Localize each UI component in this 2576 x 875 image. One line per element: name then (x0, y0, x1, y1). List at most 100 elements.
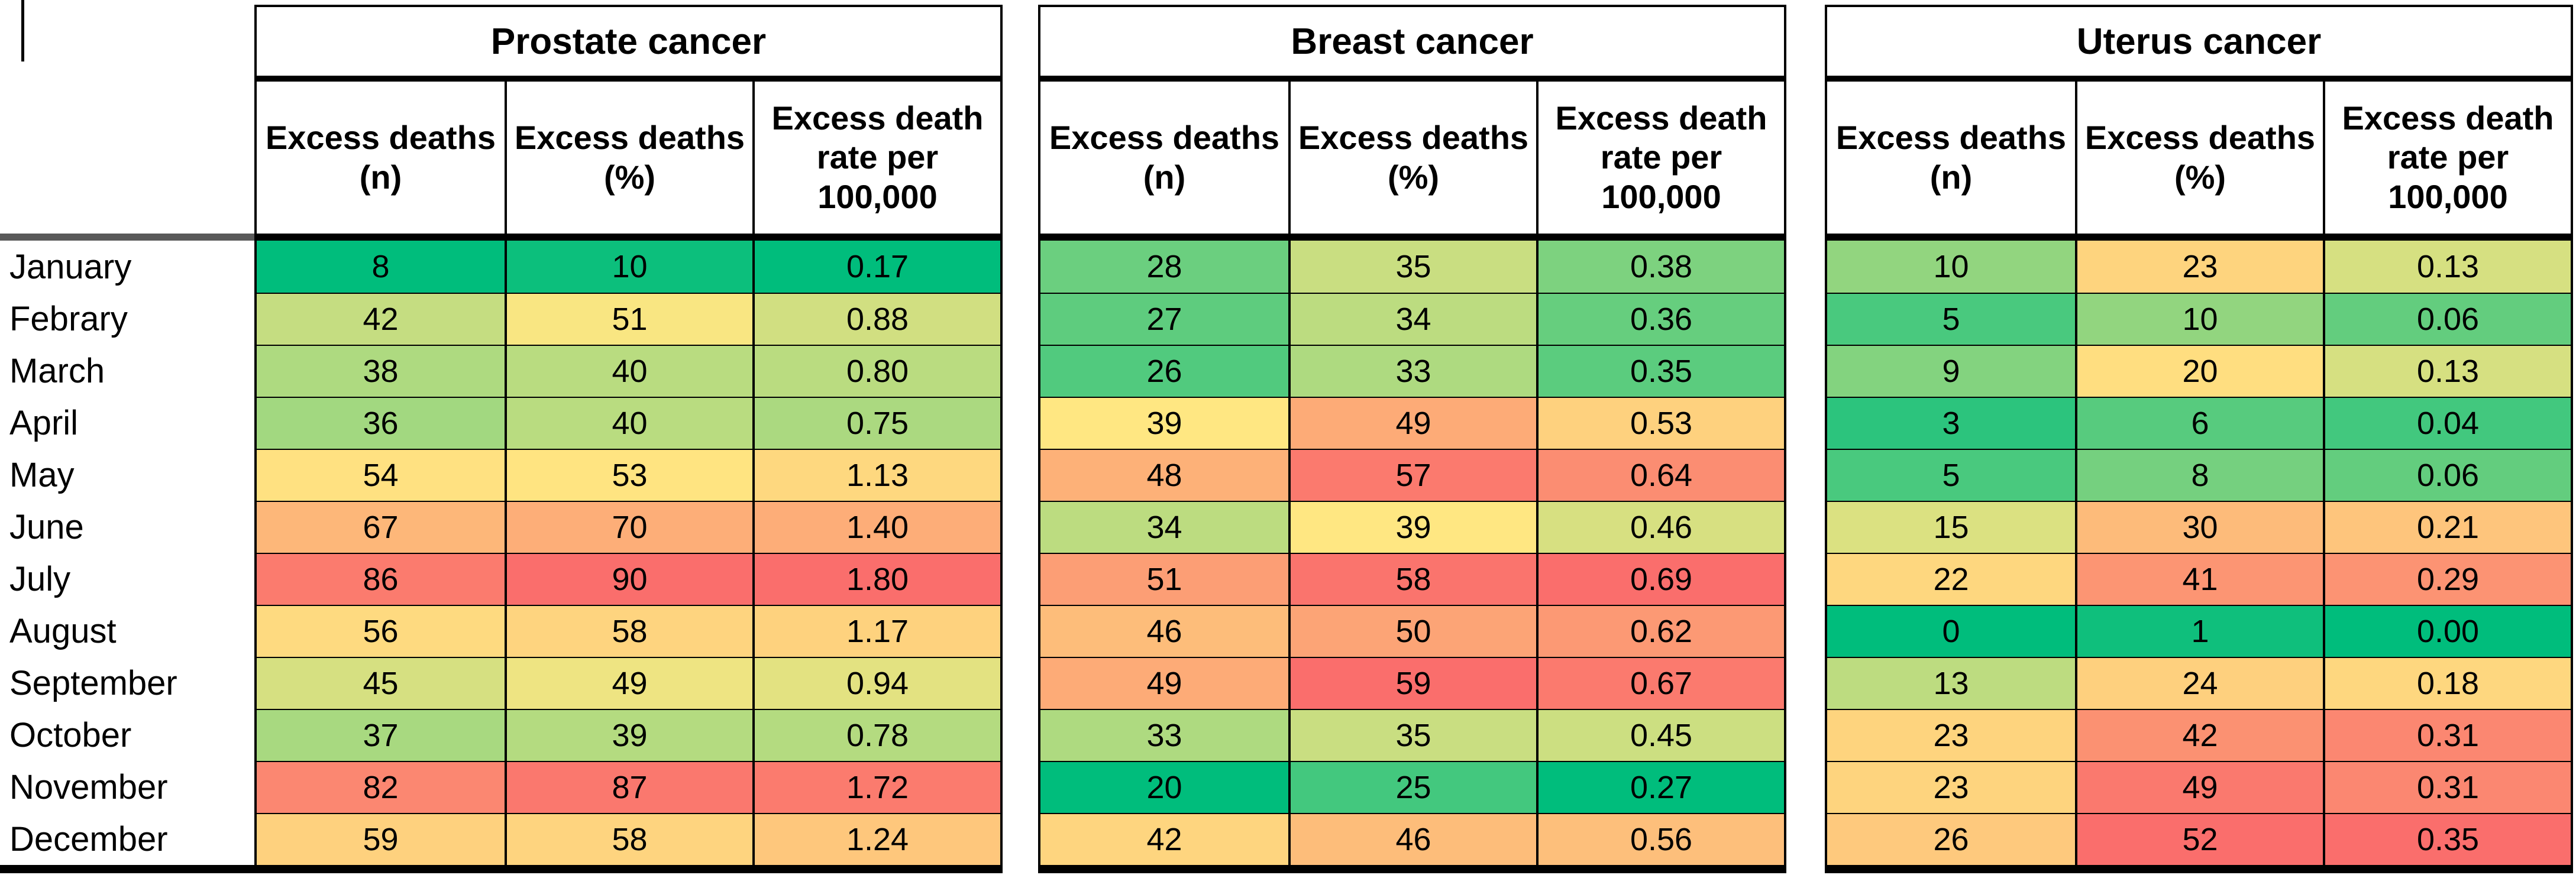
col-header-prostate-excess-deaths-pct: Excess deaths (%) (505, 82, 752, 234)
cell-prostate-cancer-april-rate: 0.75 (752, 398, 1000, 449)
cell-uterus-cancer-january-n: 10 (1827, 241, 2075, 293)
table-row: 86 90 1.80 (257, 553, 1000, 605)
table-row: 51 58 0.69 (1040, 553, 1784, 605)
prostate-data-rows: 8 10 0.17 42 51 0.88 38 40 0.80 36 40 0.75 54 53 1.13 6… (257, 241, 1000, 865)
cell-breast-cancer-august-pct: 50 (1288, 606, 1536, 657)
table-row: 48 57 0.64 (1040, 449, 1784, 501)
cell-breast-cancer-october-pct: 35 (1288, 710, 1536, 761)
cell-breast-cancer-march-rate: 0.35 (1536, 346, 1784, 397)
table-row: 56 58 1.17 (257, 605, 1000, 657)
cell-uterus-cancer-april-rate: 0.04 (2323, 398, 2571, 449)
table-row: 49 59 0.67 (1040, 657, 1784, 709)
table-row: 38 40 0.80 (257, 345, 1000, 397)
prostate-cancer-table: Prostate cancer Excess deaths (n) Excess… (254, 5, 1003, 873)
cell-prostate-cancer-febrary-n: 42 (257, 294, 505, 345)
table-row: 8 10 0.17 (257, 241, 1000, 293)
cell-breast-cancer-october-rate: 0.45 (1536, 710, 1784, 761)
month-label-december: December (9, 819, 168, 858)
table-row: 20 25 0.27 (1040, 761, 1784, 813)
cell-breast-cancer-september-pct: 59 (1288, 658, 1536, 709)
cell-breast-cancer-september-n: 49 (1040, 658, 1288, 709)
table-row: 10 23 0.13 (1827, 241, 2571, 293)
month-label-november: November (9, 767, 168, 806)
uterus-column-headers: Excess deaths (n) Excess deaths (%) Exce… (1827, 82, 2571, 241)
cell-uterus-cancer-november-n: 23 (1827, 762, 2075, 813)
table-row: 67 70 1.40 (257, 501, 1000, 553)
cell-breast-cancer-may-rate: 0.64 (1536, 450, 1784, 501)
cell-uterus-cancer-november-pct: 49 (2075, 762, 2323, 813)
col-header-breast-excess-deaths-pct: Excess deaths (%) (1288, 82, 1536, 234)
month-label-april: April (9, 403, 79, 442)
cell-prostate-cancer-september-rate: 0.94 (752, 658, 1000, 709)
cell-prostate-cancer-june-rate: 1.40 (752, 502, 1000, 553)
prostate-column-headers: Excess deaths (n) Excess deaths (%) Exce… (257, 82, 1000, 241)
cell-uterus-cancer-july-rate: 0.29 (2323, 554, 2571, 605)
month-label-august: August (9, 611, 117, 650)
table-row: 13 24 0.18 (1827, 657, 2571, 709)
cell-breast-cancer-febrary-rate: 0.36 (1536, 294, 1784, 345)
breast-data-rows: 28 35 0.38 27 34 0.36 26 33 0.35 39 49 0.53 48 57 0.64… (1040, 241, 1784, 865)
cell-breast-cancer-july-pct: 58 (1288, 554, 1536, 605)
cell-uterus-cancer-july-pct: 41 (2075, 554, 2323, 605)
cell-breast-cancer-january-rate: 0.38 (1536, 241, 1784, 293)
table-row: 3 6 0.04 (1827, 397, 2571, 449)
col-header-prostate-excess-death-rate: Excess death rate per 100,000 (752, 82, 1000, 234)
table-row: 26 52 0.35 (1827, 813, 2571, 865)
cell-uterus-cancer-may-rate: 0.06 (2323, 450, 2571, 501)
table-row: 28 35 0.38 (1040, 241, 1784, 293)
uterus-cancer-table: Uterus cancer Excess deaths (n) Excess d… (1825, 5, 2573, 873)
col-header-uterus-excess-deaths-n: Excess deaths (n) (1835, 119, 2067, 196)
cell-prostate-cancer-november-n: 82 (257, 762, 505, 813)
month-column-header-rule (0, 234, 254, 241)
cell-uterus-cancer-august-rate: 0.00 (2323, 606, 2571, 657)
table-row: 45 49 0.94 (257, 657, 1000, 709)
month-label-march: March (9, 351, 105, 390)
table-row: 15 30 0.21 (1827, 501, 2571, 553)
cell-breast-cancer-march-pct: 33 (1288, 346, 1536, 397)
section-title-breast: Breast cancer (1040, 7, 1784, 82)
cell-breast-cancer-febrary-n: 27 (1040, 294, 1288, 345)
month-label-may: May (9, 455, 75, 494)
cell-breast-cancer-june-rate: 0.46 (1536, 502, 1784, 553)
cell-prostate-cancer-may-pct: 53 (505, 450, 752, 501)
month-label-july: July (9, 559, 71, 598)
table-row: 42 51 0.88 (257, 293, 1000, 345)
cell-uterus-cancer-july-n: 22 (1827, 554, 2075, 605)
month-column-bottom-rule (0, 865, 254, 873)
cell-prostate-cancer-december-rate: 1.24 (752, 814, 1000, 865)
cell-uterus-cancer-march-n: 9 (1827, 346, 2075, 397)
cell-uterus-cancer-august-pct: 1 (2075, 606, 2323, 657)
cell-breast-cancer-october-n: 33 (1040, 710, 1288, 761)
month-label-febrary: Febrary (9, 299, 128, 338)
cell-breast-cancer-january-n: 28 (1040, 241, 1288, 293)
col-header-uterus-excess-death-rate: Excess death rate per 100,000 (2323, 82, 2571, 234)
cell-prostate-cancer-september-pct: 49 (505, 658, 752, 709)
cell-breast-cancer-july-rate: 0.69 (1536, 554, 1784, 605)
cell-breast-cancer-april-rate: 0.53 (1536, 398, 1784, 449)
cell-breast-cancer-november-n: 20 (1040, 762, 1288, 813)
month-label-january: January (9, 247, 132, 286)
cell-breast-cancer-december-pct: 46 (1288, 814, 1536, 865)
cell-uterus-cancer-april-pct: 6 (2075, 398, 2323, 449)
breast-column-headers: Excess deaths (n) Excess deaths (%) Exce… (1040, 82, 1784, 241)
breast-cancer-table: Breast cancer Excess deaths (n) Excess d… (1038, 5, 1786, 873)
cell-prostate-cancer-november-rate: 1.72 (752, 762, 1000, 813)
table-row: 5 8 0.06 (1827, 449, 2571, 501)
month-label-june: June (9, 507, 84, 546)
cell-prostate-cancer-august-n: 56 (257, 606, 505, 657)
cell-uterus-cancer-august-n: 0 (1827, 606, 2075, 657)
cell-uterus-cancer-december-rate: 0.35 (2323, 814, 2571, 865)
table-row: 23 42 0.31 (1827, 709, 2571, 761)
cell-breast-cancer-november-pct: 25 (1288, 762, 1536, 813)
cell-breast-cancer-june-n: 34 (1040, 502, 1288, 553)
cell-breast-cancer-january-pct: 35 (1288, 241, 1536, 293)
cell-prostate-cancer-october-pct: 39 (505, 710, 752, 761)
table-row: 26 33 0.35 (1040, 345, 1784, 397)
cell-breast-cancer-febrary-pct: 34 (1288, 294, 1536, 345)
cell-breast-cancer-september-rate: 0.67 (1536, 658, 1784, 709)
cell-breast-cancer-may-n: 48 (1040, 450, 1288, 501)
cell-uterus-cancer-september-n: 13 (1827, 658, 2075, 709)
cell-prostate-cancer-december-n: 59 (257, 814, 505, 865)
col-header-prostate-excess-deaths-n: Excess deaths (n) (265, 119, 496, 196)
cell-prostate-cancer-january-n: 8 (257, 241, 505, 293)
